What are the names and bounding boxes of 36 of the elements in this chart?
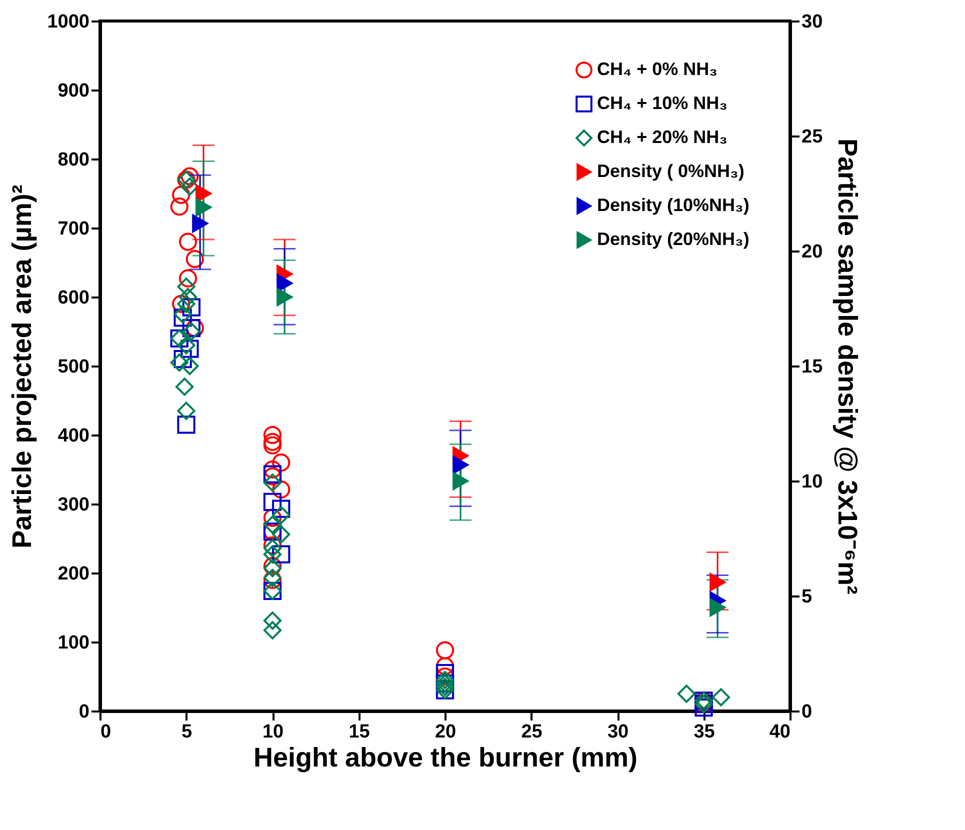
legend-label: Density (20%NH₃) bbox=[597, 229, 750, 249]
legend-label: Density ( 0%NH₃) bbox=[597, 161, 744, 181]
y2-tick-label: 5 bbox=[802, 586, 812, 608]
x-tick-label: 10 bbox=[262, 722, 284, 742]
legend-label: CH₄ + 10% NH₃ bbox=[597, 93, 728, 113]
y-tick-label: 700 bbox=[58, 218, 90, 240]
y-tick-label: 800 bbox=[58, 150, 90, 170]
legend-label: CH₄ + 0% NH₃ bbox=[597, 59, 718, 79]
y-axis-title: Particle projected area (µm)² bbox=[7, 184, 38, 548]
y2-axis-title: Particle sample density @ 3x10⁻⁶m² bbox=[832, 138, 863, 594]
x-axis-title: Height above the burner (mm) bbox=[253, 742, 638, 772]
y-tick-label: 600 bbox=[58, 288, 90, 308]
x-tick-label: 25 bbox=[521, 722, 543, 742]
x-tick-label: 35 bbox=[694, 722, 716, 742]
y2-tick-label: 25 bbox=[802, 126, 824, 148]
y2-tick-label: 20 bbox=[802, 242, 823, 262]
y2-tick-label: 10 bbox=[802, 472, 823, 492]
x-tick-label: 40 bbox=[769, 722, 790, 742]
x-tick-label: 30 bbox=[607, 722, 629, 742]
x-tick-label: 20 bbox=[434, 722, 456, 742]
y2-tick-label: 30 bbox=[802, 12, 823, 32]
x-tick-label: 0 bbox=[100, 722, 112, 742]
y2-tick-label: 15 bbox=[802, 356, 824, 378]
y-tick-label: 0 bbox=[78, 702, 90, 722]
legend-label: Density (10%NH₃) bbox=[597, 195, 750, 215]
y-tick-label: 1000 bbox=[47, 12, 90, 32]
y2-tick-label: 0 bbox=[802, 702, 812, 722]
y-tick-label: 200 bbox=[58, 564, 90, 584]
y-tick-label: 100 bbox=[58, 632, 90, 654]
x-tick-label: 5 bbox=[181, 722, 192, 742]
y-tick-label: 500 bbox=[58, 356, 90, 378]
y-tick-label: 300 bbox=[58, 494, 90, 516]
x-tick-label: 15 bbox=[348, 722, 370, 742]
legend-label: CH₄ + 20% NH₃ bbox=[597, 127, 728, 147]
y-tick-label: 900 bbox=[58, 80, 90, 102]
y-tick-label: 400 bbox=[58, 426, 90, 446]
